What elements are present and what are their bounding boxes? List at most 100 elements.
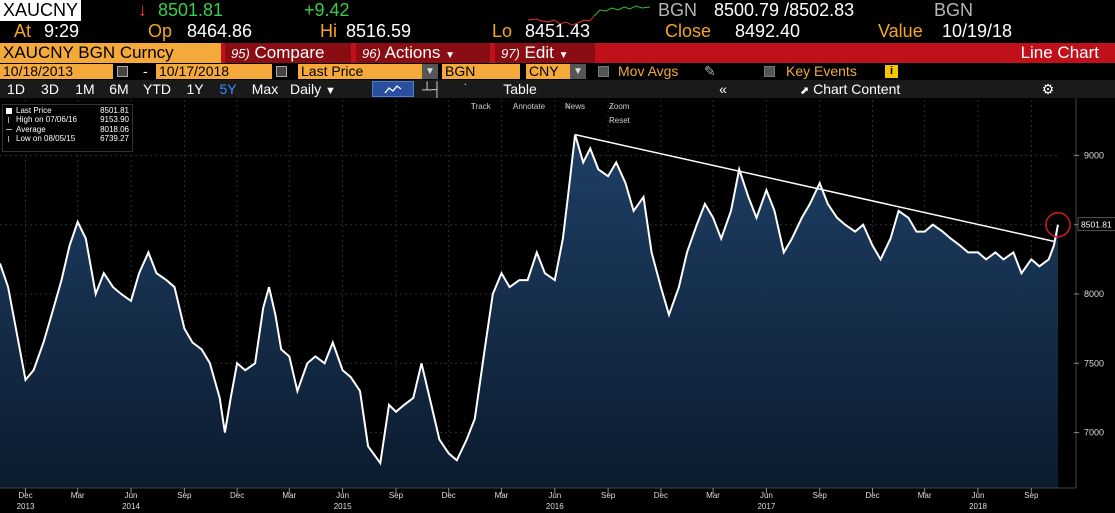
line-chart-mode-icon[interactable] — [372, 81, 414, 97]
at-time: 9:29 — [44, 21, 80, 41]
range-max[interactable]: Max — [251, 81, 279, 97]
last-price-tag-label: 8501.81 — [1081, 220, 1112, 230]
legend-name: Low on 08/05/15 — [16, 134, 76, 144]
calendar-icon[interactable] — [276, 66, 287, 77]
price-line — [0, 134, 1059, 466]
currency-select[interactable]: CNY — [526, 64, 570, 79]
x-tick-year: 2018 — [969, 502, 987, 511]
x-axis: Dec 2013 Mar Jun 2014 Sep Dec Mar Jun 2015 Sep Dec M… — [0, 487, 1076, 511]
chart-content-label: Chart Content — [813, 81, 901, 97]
y-tick-label: 7500 — [1084, 358, 1104, 368]
period-label: Daily — [290, 81, 322, 97]
mov-avgs-label: Mov Avgs — [618, 63, 679, 79]
y-tick-label: 8000 — [1084, 289, 1104, 299]
mov-avgs-checkbox[interactable] — [598, 66, 609, 77]
low-marker-icon — [8, 136, 10, 143]
field-dropdown-icon[interactable]: ▼ — [422, 64, 438, 79]
last-price-tag-box — [1077, 217, 1115, 232]
x-tick-month: Mar — [706, 491, 720, 500]
field-select[interactable]: Last Price — [298, 64, 422, 79]
ticker-label[interactable]: XAUCNY — [0, 0, 82, 21]
low-label: Lo — [492, 21, 513, 41]
range-6m[interactable]: 6M — [109, 81, 129, 97]
table-button[interactable]: Table — [503, 81, 537, 97]
legend-row-high: High on 07/06/16 9153.90 — [6, 115, 129, 124]
y-tick-label: 7000 — [1084, 428, 1104, 438]
range-ytd[interactable]: YTD — [143, 81, 171, 97]
actions-number: 96) — [362, 46, 381, 61]
actions-button[interactable]: 96) Actions ▼ — [356, 43, 490, 63]
period-select[interactable]: Daily ▼ — [290, 80, 350, 98]
range-bar: 1D 3D 1M 6M YTD 1Y 5Y Max Daily ▼ ┴┤ ˙ T… — [0, 80, 1115, 98]
collapse-left-icon[interactable]: « — [719, 81, 727, 97]
compare-button[interactable]: 95) Compare — [225, 43, 351, 63]
legend-swatch — [6, 108, 12, 114]
edit-number: 97) — [501, 46, 520, 61]
bar-chart-mode-icon[interactable]: ┴┤ — [422, 81, 442, 97]
range-1y[interactable]: 1Y — [186, 81, 204, 97]
price-area — [0, 134, 1058, 488]
currency-dropdown-icon[interactable]: ▼ — [570, 64, 586, 79]
x-tick-month: Jun — [548, 491, 561, 500]
news-icon: ≡ — [565, 102, 570, 111]
start-date-field[interactable]: 10/18/2013 — [0, 64, 113, 79]
last-price-tag: 8501.81 — [1077, 217, 1115, 232]
x-tick-month: Sep — [389, 491, 404, 500]
x-tick-month: Jun — [972, 491, 985, 500]
legend-row-average: Average 8018.06 — [6, 125, 129, 134]
function-toolbar: XAUCNY BGN Curncy 95) Compare 96) Action… — [0, 43, 1115, 63]
chart-settings-bar: 10/18/2013 - 10/17/2018 Last Price ▼ BGN… — [0, 63, 1115, 80]
value-label: Value — [878, 21, 923, 41]
net-change: +9.42 — [304, 0, 350, 20]
bid-ask: 8500.79 /8502.83 — [714, 0, 855, 20]
x-tick-month: Dec — [230, 491, 244, 500]
chart-content-button[interactable]: ⬈ Chart Content — [800, 80, 930, 98]
range-5y[interactable]: 5Y — [219, 81, 237, 97]
intraday-sparkline — [528, 5, 650, 26]
info-icon[interactable]: i — [885, 65, 898, 78]
track-label: Track — [471, 102, 491, 111]
high-label: Hi — [320, 21, 337, 41]
x-tick-month: Mar — [71, 491, 85, 500]
range-3d[interactable]: 3D — [41, 81, 59, 97]
chart-content-icon: ⬈ — [800, 85, 810, 97]
x-tick-month: Jun — [760, 491, 773, 500]
last-price: 8501.81 — [158, 0, 224, 20]
security-field[interactable]: XAUCNY BGN Curncy — [0, 43, 221, 63]
calendar-icon[interactable] — [117, 66, 128, 77]
last-price-circle-annotation[interactable] — [1045, 211, 1071, 238]
down-arrow-icon: ↓ — [138, 0, 147, 20]
x-tick-month: Sep — [813, 491, 828, 500]
bid-source: BGN — [658, 0, 698, 20]
range-1m[interactable]: 1M — [75, 81, 95, 97]
open-label: Op — [148, 21, 173, 41]
end-date-field[interactable]: 10/17/2018 — [156, 64, 272, 79]
legend-name: High on 07/06/16 — [16, 115, 77, 125]
x-tick-year: 2016 — [546, 502, 564, 511]
x-tick-month: Jun — [336, 491, 349, 500]
x-tick-year: 2015 — [334, 502, 352, 511]
pencil-icon[interactable]: ✎ — [704, 63, 716, 79]
open-value: 8464.86 — [187, 21, 253, 41]
source-field[interactable]: BGN — [442, 64, 520, 79]
legend-name: Average — [16, 124, 46, 134]
reset-icon: ⁝ — [609, 116, 612, 125]
trendline[interactable] — [574, 133, 1055, 243]
price-chart[interactable]: 70007500800085009000 Dec2013MarJun2014Se… — [0, 98, 1115, 513]
date-range-dash: - — [143, 63, 148, 79]
edit-button[interactable]: 97) Edit ▼ — [495, 43, 595, 63]
gear-icon[interactable]: ⚙ — [1041, 81, 1055, 97]
x-tick-month: Sep — [177, 491, 192, 500]
high-value: 8516.59 — [346, 21, 412, 41]
zoom-label: Zoom — [609, 102, 630, 111]
x-tick-month: Dec — [18, 491, 32, 500]
x-tick-month: Dec — [442, 491, 456, 500]
period-dropdown-icon: ▼ — [325, 85, 336, 97]
y-axis: 70007500800085009000 — [1074, 98, 1104, 488]
candle-chart-mode-icon[interactable]: ˙ — [463, 81, 469, 97]
legend-name: Last Price — [16, 106, 52, 115]
y-tick-label: 9000 — [1084, 150, 1104, 160]
range-1d[interactable]: 1D — [7, 81, 25, 97]
close-value: 8492.40 — [735, 21, 801, 41]
key-events-checkbox[interactable] — [764, 66, 775, 77]
